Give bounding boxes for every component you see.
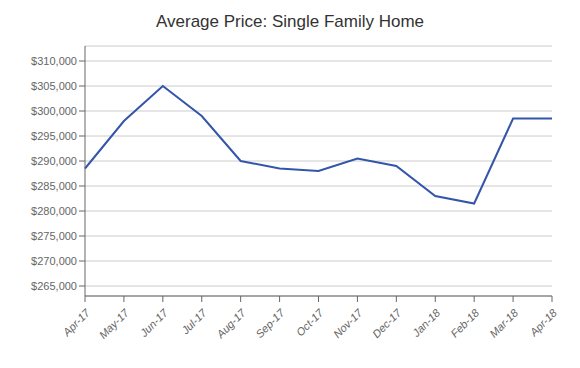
svg-text:$305,000: $305,000 bbox=[31, 80, 77, 92]
svg-text:Sep-17: Sep-17 bbox=[253, 306, 287, 340]
svg-text:$310,000: $310,000 bbox=[31, 55, 77, 67]
svg-text:Jul-17: Jul-17 bbox=[178, 306, 209, 337]
svg-text:$285,000: $285,000 bbox=[31, 180, 77, 192]
svg-text:Jun-17: Jun-17 bbox=[137, 306, 171, 340]
svg-text:$300,000: $300,000 bbox=[31, 105, 77, 117]
svg-text:Oct-17: Oct-17 bbox=[294, 306, 326, 338]
svg-text:$290,000: $290,000 bbox=[31, 155, 77, 167]
svg-text:Aug-17: Aug-17 bbox=[213, 306, 248, 341]
svg-text:May-17: May-17 bbox=[97, 306, 132, 341]
svg-text:Nov-17: Nov-17 bbox=[331, 306, 365, 340]
svg-text:$275,000: $275,000 bbox=[31, 230, 77, 242]
svg-text:Jan-18: Jan-18 bbox=[409, 306, 443, 340]
svg-text:Dec-17: Dec-17 bbox=[370, 306, 404, 340]
html-text:Average Price: Single Family H: Average Price: Single Family Home bbox=[156, 12, 424, 31]
svg-text:Feb-18: Feb-18 bbox=[448, 306, 482, 340]
svg-text:Mar-18: Mar-18 bbox=[487, 306, 521, 340]
svg-text:$270,000: $270,000 bbox=[31, 255, 77, 267]
svg-text:$280,000: $280,000 bbox=[31, 205, 77, 217]
svg-text:$295,000: $295,000 bbox=[31, 130, 77, 142]
svg-text:Apr-18: Apr-18 bbox=[527, 306, 560, 339]
svg-text:Apr-17: Apr-17 bbox=[60, 306, 93, 339]
svg-text:$265,000: $265,000 bbox=[31, 280, 77, 292]
